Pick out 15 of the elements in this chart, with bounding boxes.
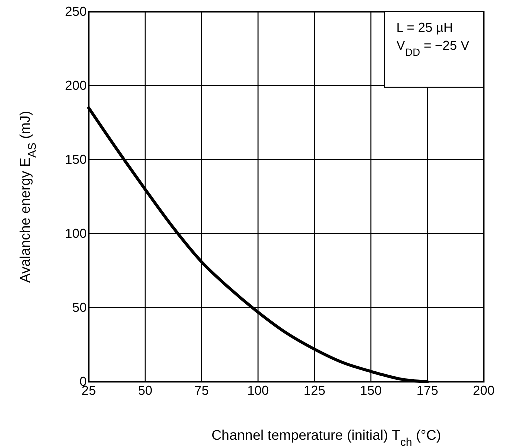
x-axis-title: Channel temperature (initial) T$_{ch}$ (°C) <box>212 427 442 448</box>
x-tick-label: 200 <box>473 383 495 398</box>
x-tick-label: 125 <box>304 383 326 398</box>
annotation: L = 25 µH <box>396 20 454 35</box>
y-tick-label: 50 <box>72 300 87 316</box>
y-tick-label: 250 <box>65 4 87 20</box>
x-tick-label: 150 <box>360 383 382 398</box>
y-tick-label: 200 <box>65 78 87 94</box>
x-tick-label: 175 <box>416 383 438 398</box>
x-tick-label: 75 <box>194 383 210 398</box>
y-tick-label: 100 <box>65 226 87 242</box>
annotation: V$_{DD}$ = −25 V <box>396 38 470 58</box>
y-tick-label: 150 <box>65 152 87 168</box>
x-tick-label: 100 <box>247 383 270 398</box>
x-tick-label: 50 <box>138 383 153 398</box>
